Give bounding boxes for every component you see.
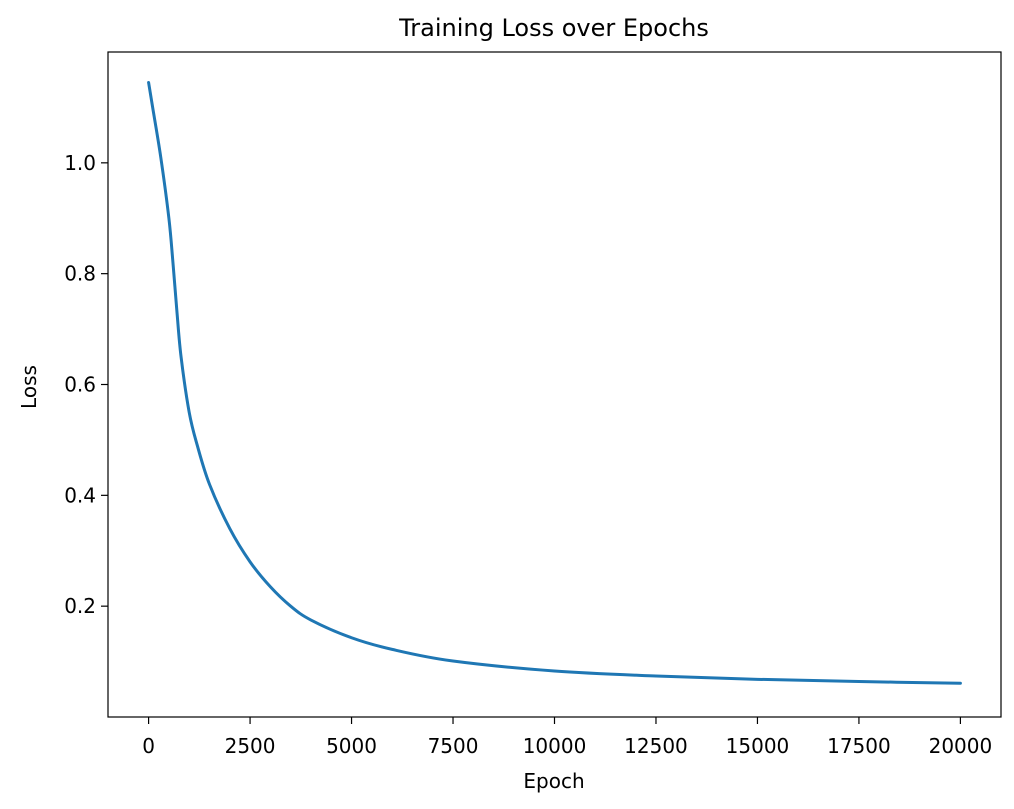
x-tick-label: 15000 <box>726 734 790 758</box>
x-tick-label: 0 <box>142 734 155 758</box>
x-tick-label: 10000 <box>523 734 587 758</box>
y-tick-label: 0.4 <box>64 483 96 507</box>
y-tick-label: 0.8 <box>64 262 96 286</box>
chart-title: Training Loss over Epochs <box>398 14 709 42</box>
x-ticks: 0 2500 5000 7500 10000 12500 15000 17500 20000 <box>142 717 992 758</box>
x-tick-label: 5000 <box>326 734 377 758</box>
x-tick-label: 12500 <box>624 734 688 758</box>
x-tick-label: 2500 <box>225 734 276 758</box>
x-tick-label: 7500 <box>428 734 479 758</box>
y-tick-label: 1.0 <box>64 151 96 175</box>
y-tick-label: 0.2 <box>64 594 96 618</box>
x-tick-label: 20000 <box>929 734 993 758</box>
plot-frame <box>107 51 1002 718</box>
x-axis-label: Epoch <box>523 769 584 793</box>
series-layer <box>147 80 962 685</box>
y-axis-label: Loss <box>17 365 41 409</box>
loss-line <box>147 80 962 685</box>
y-tick-label: 0.6 <box>64 373 96 397</box>
y-ticks: 0.2 0.4 0.6 0.8 1.0 <box>64 151 108 618</box>
x-tick-label: 17500 <box>827 734 891 758</box>
